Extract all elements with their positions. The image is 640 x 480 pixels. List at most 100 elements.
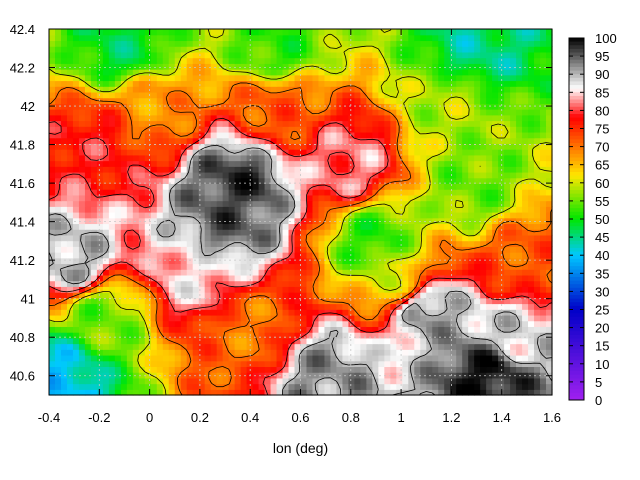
- heatmap-cell: [180, 343, 188, 350]
- heatmap-cell: [210, 97, 218, 104]
- heatmap-cell: [156, 366, 164, 373]
- heatmap-cell: [102, 63, 110, 70]
- heatmap-cell: [84, 171, 92, 179]
- heatmap-cell: [462, 91, 469, 99]
- heatmap-cell: [228, 171, 236, 179]
- heatmap-cell: [282, 160, 290, 167]
- heatmap-cell: [354, 263, 361, 270]
- heatmap-cell: [522, 292, 529, 299]
- heatmap-cell: [366, 240, 373, 247]
- heatmap-cell: [126, 360, 134, 368]
- heatmap-cell: [336, 286, 344, 293]
- heatmap-cell: [300, 377, 308, 385]
- heatmap-cell: [192, 292, 200, 299]
- heatmap-cell: [480, 120, 487, 127]
- heatmap-cell: [432, 177, 439, 185]
- heatmap-cell: [348, 240, 355, 247]
- heatmap-cell: [402, 349, 409, 356]
- heatmap-cell: [414, 366, 421, 373]
- heatmap-cell: [49, 177, 56, 185]
- heatmap-cell: [84, 377, 92, 385]
- heatmap-cell: [330, 372, 338, 379]
- heatmap-cell: [426, 137, 433, 144]
- heatmap-cell: [522, 314, 529, 322]
- heatmap-cell: [84, 166, 92, 173]
- heatmap-cell: [540, 177, 547, 185]
- heatmap-cell: [318, 234, 326, 242]
- heatmap-cell: [366, 86, 373, 93]
- heatmap-cell: [420, 74, 427, 82]
- heatmap-cell: [162, 314, 170, 322]
- heatmap-cell: [240, 223, 248, 230]
- heatmap-cell: [282, 383, 290, 390]
- heatmap-cell: [264, 263, 272, 270]
- heatmap-cell: [414, 137, 421, 144]
- heatmap-cell: [180, 69, 188, 76]
- heatmap-cell: [270, 274, 278, 282]
- heatmap-cell: [192, 109, 200, 116]
- heatmap-cell: [420, 229, 427, 236]
- heatmap-cell: [54, 109, 62, 116]
- heatmap-cell: [546, 320, 553, 327]
- heatmap-cell: [450, 383, 457, 390]
- heatmap-cell: [414, 86, 421, 93]
- heatmap-cell: [510, 149, 517, 156]
- heatmap-cell: [174, 74, 182, 82]
- heatmap-cell: [306, 103, 314, 110]
- heatmap-cell: [222, 337, 230, 345]
- heatmap-cell: [54, 154, 62, 162]
- heatmap-cell: [108, 97, 116, 104]
- heatmap-cell: [120, 166, 128, 173]
- heatmap-cell: [486, 57, 493, 64]
- heatmap-cell: [414, 286, 421, 293]
- heatmap-cell: [108, 126, 116, 133]
- heatmap-cell: [204, 314, 212, 322]
- heatmap-cell: [96, 183, 104, 190]
- heatmap-cell: [84, 383, 92, 390]
- heatmap-cell: [96, 314, 104, 322]
- heatmap-cell: [234, 194, 242, 202]
- heatmap-cell: [282, 223, 290, 230]
- heatmap-cell: [474, 166, 481, 173]
- heatmap-cell: [492, 286, 499, 293]
- heatmap-cell: [192, 91, 200, 99]
- heatmap-cell: [132, 354, 140, 362]
- heatmap-field: [49, 29, 553, 396]
- heatmap-cell: [90, 343, 98, 350]
- heatmap-cell: [156, 320, 164, 327]
- heatmap-cell: [408, 183, 415, 190]
- heatmap-cell: [540, 297, 547, 305]
- heatmap-cell: [456, 91, 463, 99]
- heatmap-cell: [90, 372, 98, 379]
- heatmap-cell: [462, 377, 469, 385]
- heatmap-cell: [96, 91, 104, 99]
- heatmap-cell: [402, 354, 409, 362]
- heatmap-cell: [264, 343, 272, 350]
- heatmap-cell: [49, 303, 56, 310]
- heatmap-cell: [180, 274, 188, 282]
- heatmap-cell: [498, 69, 505, 76]
- heatmap-cell: [450, 246, 457, 253]
- heatmap-cell: [60, 240, 68, 247]
- heatmap-cell: [426, 332, 433, 339]
- heatmap-cell: [288, 103, 296, 110]
- heatmap-cell: [468, 69, 475, 76]
- heatmap-cell: [240, 200, 248, 207]
- heatmap-cell: [492, 252, 499, 259]
- heatmap-cell: [456, 286, 463, 293]
- heatmap-cell: [366, 372, 373, 379]
- heatmap-cell: [66, 109, 74, 116]
- heatmap-cell: [378, 177, 385, 185]
- heatmap-cell: [108, 360, 116, 368]
- heatmap-cell: [294, 212, 302, 219]
- heatmap-cell: [276, 292, 284, 299]
- heatmap-cell: [276, 154, 284, 162]
- heatmap-cell: [432, 63, 439, 70]
- heatmap-cell: [162, 223, 170, 230]
- heatmap-cell: [312, 120, 320, 127]
- heatmap-cell: [138, 286, 146, 293]
- heatmap-cell: [528, 314, 535, 322]
- heatmap-cell: [264, 63, 272, 70]
- heatmap-cell: [516, 114, 523, 122]
- heatmap-cell: [204, 137, 212, 144]
